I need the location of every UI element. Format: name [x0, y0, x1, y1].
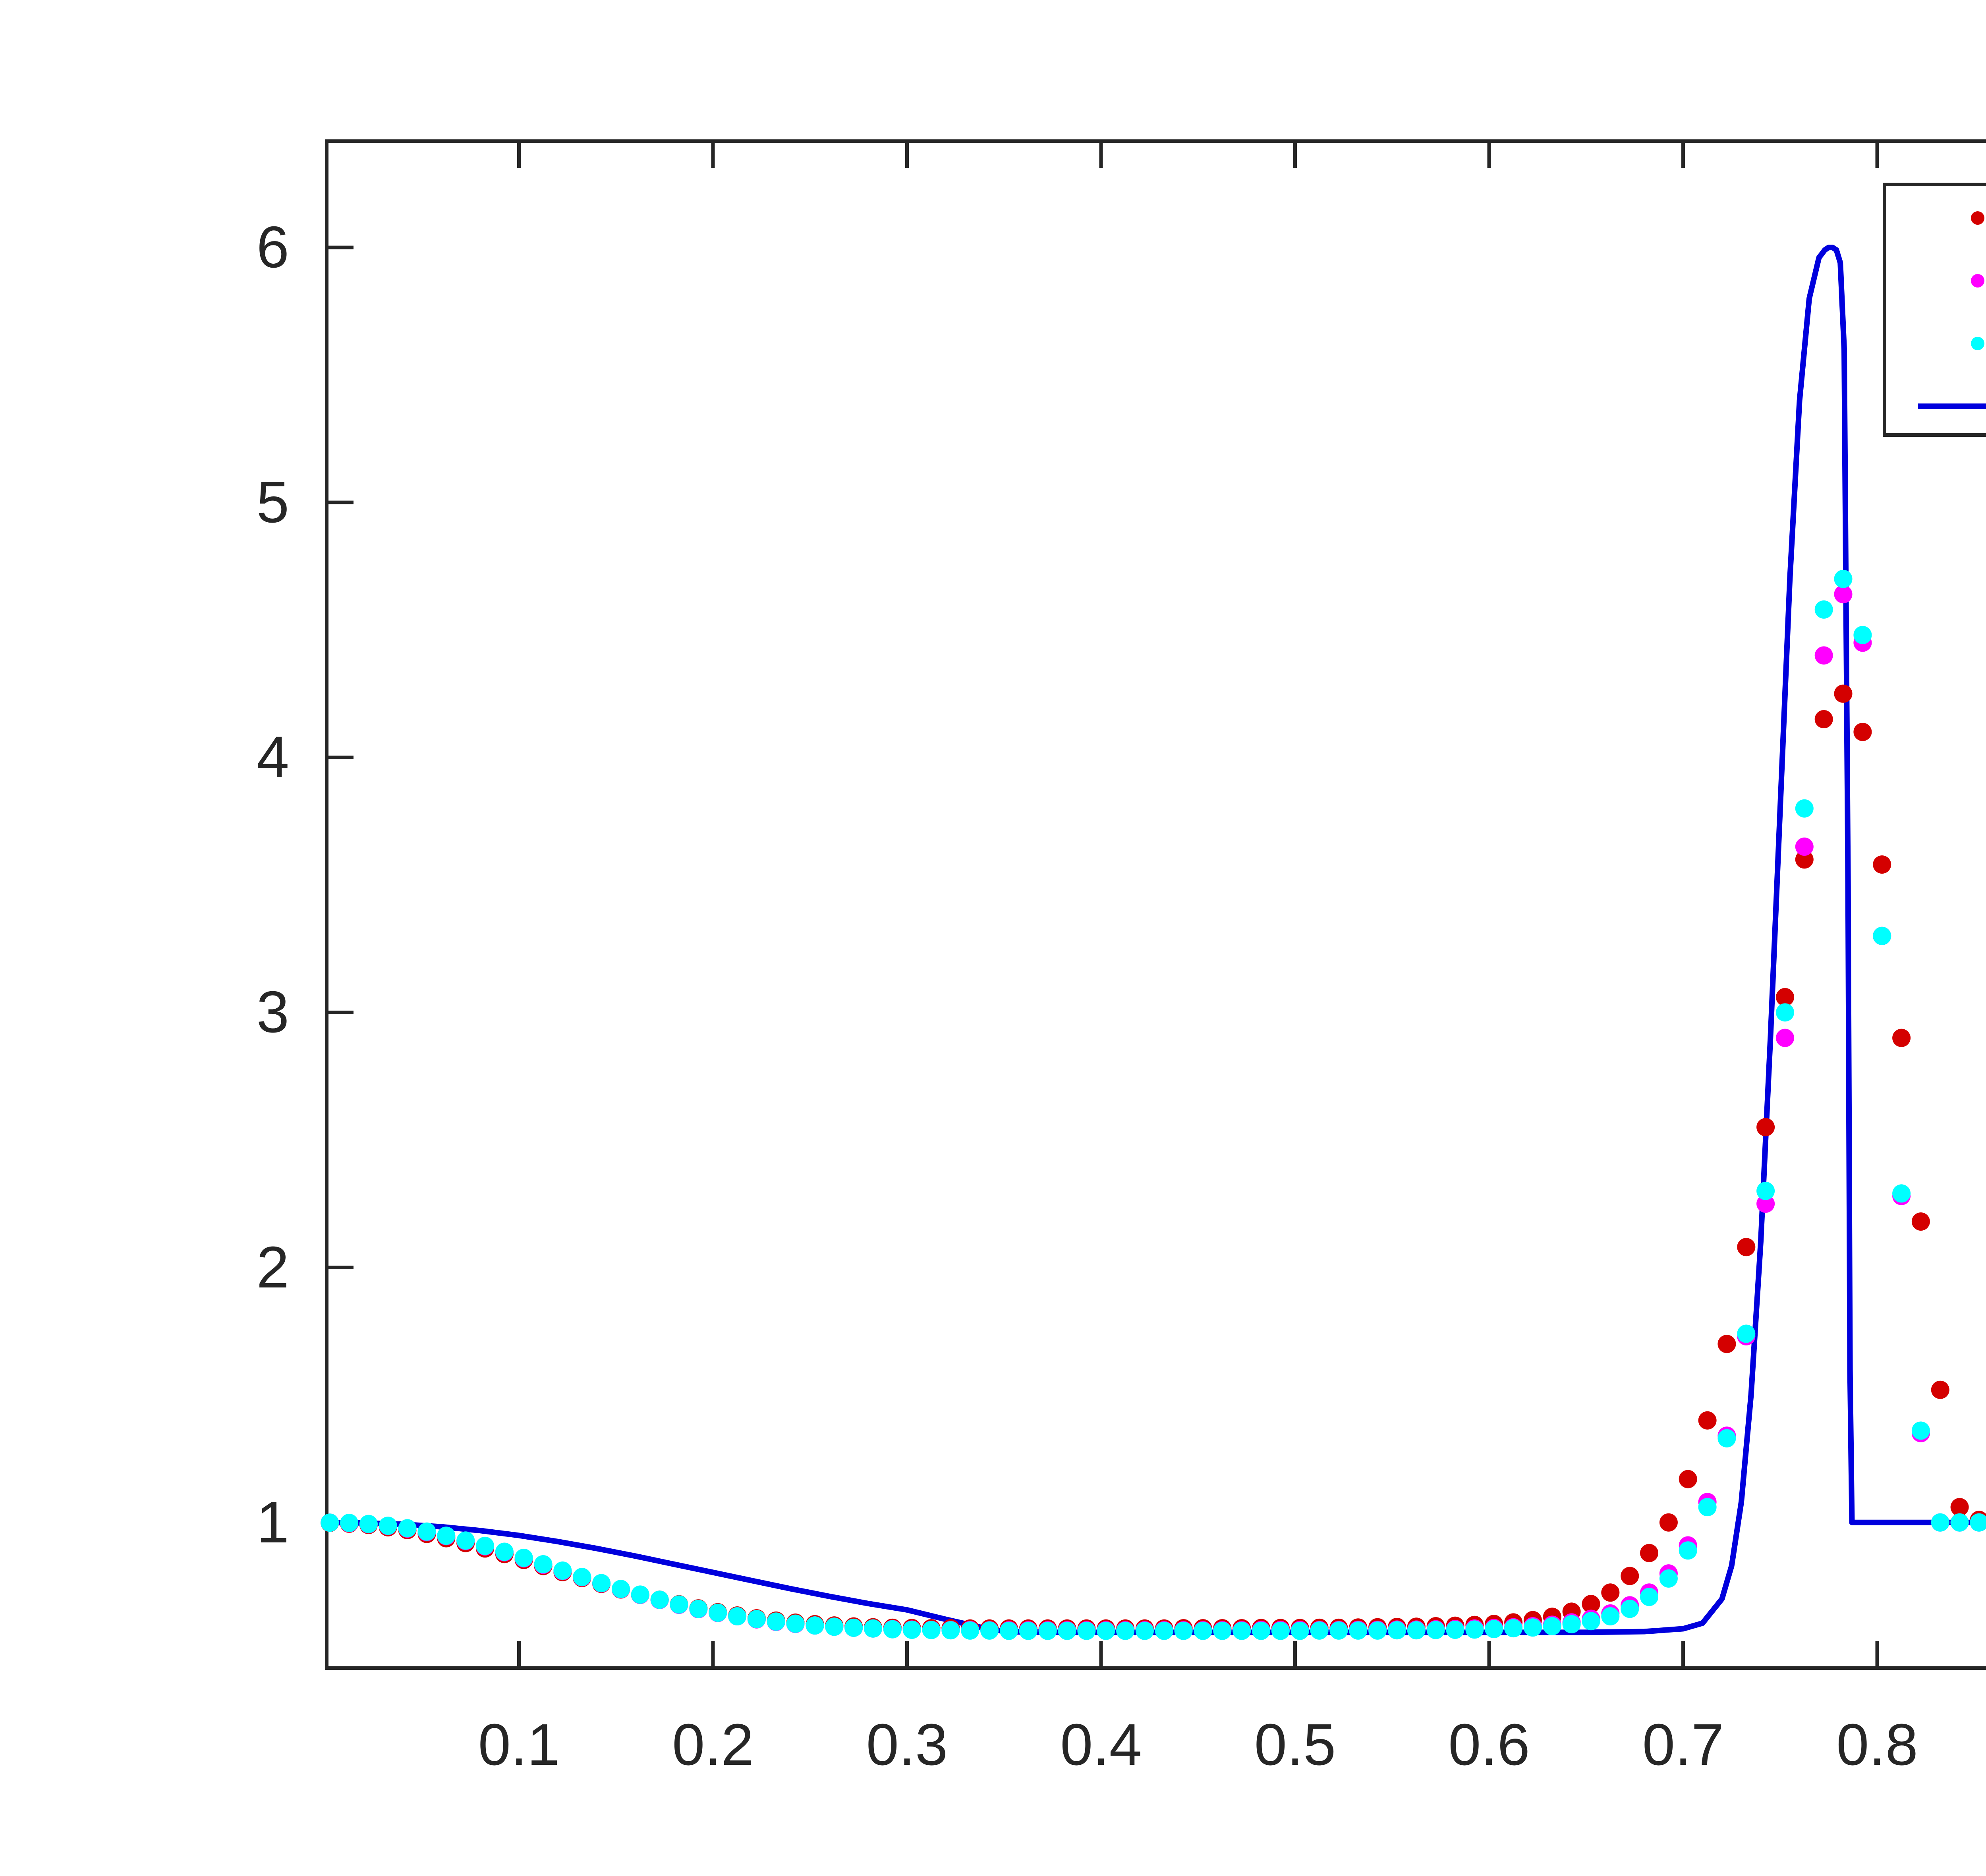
y-axis-tick-label: 2: [256, 1234, 289, 1300]
legend-marker-exact: [1886, 403, 1986, 409]
series-points-hllc: [321, 569, 1986, 1640]
y-axis-tick-label: 3: [256, 979, 289, 1045]
legend[interactable]: L-F HLL HLLC exact: [1883, 183, 1986, 437]
series-points-l-f: [321, 684, 1986, 1638]
x-axis-tick-label: 0.6: [1448, 1712, 1530, 1778]
x-axis-tick-label: 0.2: [672, 1712, 754, 1778]
legend-item-exact[interactable]: exact: [1886, 374, 1986, 438]
legend-item-l-f[interactable]: L-F: [1886, 186, 1986, 250]
legend-item-hllc[interactable]: HLLC: [1886, 312, 1986, 375]
legend-marker-hll: [1886, 274, 1986, 288]
series-line-exact: [322, 245, 1986, 1635]
y-axis-tick-label: 1: [256, 1489, 289, 1555]
x-axis-tick-label: 0.8: [1836, 1712, 1918, 1778]
legend-marker-hllc: [1886, 337, 1986, 350]
series-points-hll: [321, 585, 1986, 1640]
x-axis-tick-label: 0.9: [1968, 1716, 1986, 1774]
data-series: [321, 245, 1986, 1640]
y-axis-tick-label: 4: [256, 724, 289, 790]
legend-marker-l-f: [1886, 211, 1986, 225]
axis-ticks: [325, 139, 1879, 1670]
x-axis-tick-label: 0.1: [478, 1712, 560, 1778]
x-axis-tick-label: 0.4: [1060, 1712, 1142, 1778]
x-axis-tick-label: 0.5: [1254, 1712, 1336, 1778]
x-axis-tick-label: 0.3: [866, 1712, 948, 1778]
y-axis-tick-label: 6: [256, 214, 289, 280]
x-axis-tick-label: 0.7: [1642, 1712, 1724, 1778]
y-axis-tick-label: 5: [256, 469, 289, 535]
legend-item-hll[interactable]: HLL: [1886, 249, 1986, 313]
